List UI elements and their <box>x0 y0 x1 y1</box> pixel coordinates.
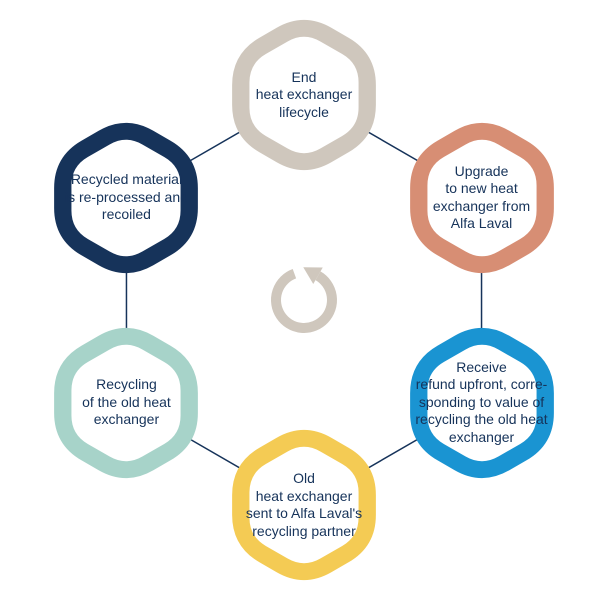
cycle-node-recycled-mat: Recycled materialis re-processed andreco… <box>41 113 211 283</box>
cycle-node-receive-refund: Receiverefund upfront, corre-sponding to… <box>397 318 567 488</box>
cycle-node-recycling-old: Recyclingof the old heatexchanger <box>41 318 211 488</box>
cycle-node-label: Endheat exchangerlifecycle <box>238 69 371 122</box>
cycle-node-label: Recyclingof the old heatexchanger <box>64 376 189 429</box>
cycle-node-upgrade-new: Upgradeto new heatexchanger fromAlfa Lav… <box>397 113 567 283</box>
cycle-diagram: Endheat exchangerlifecycle Upgradeto new … <box>0 0 608 600</box>
cycle-node-end-lifecycle: Endheat exchangerlifecycle <box>219 10 389 180</box>
cycle-node-label: Oldheat exchangersent to Alfa Laval'srec… <box>228 470 380 540</box>
cycle-node-old-sent: Oldheat exchangersent to Alfa Laval'srec… <box>219 420 389 590</box>
cycle-node-label: Recycled materialis re-processed andreco… <box>47 171 206 224</box>
cycle-node-label: Receiverefund upfront, corre-sponding to… <box>397 359 565 447</box>
cycle-node-label: Upgradeto new heatexchanger fromAlfa Lav… <box>415 163 548 233</box>
